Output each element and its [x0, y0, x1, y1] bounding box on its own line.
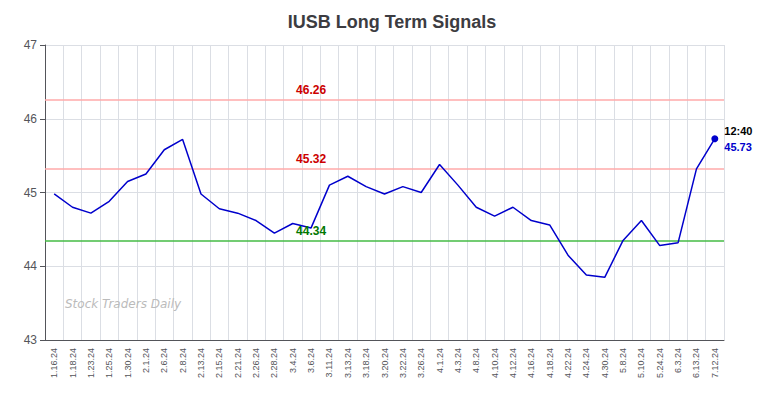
svg-text:4.1.24: 4.1.24 — [435, 348, 445, 373]
svg-text:IUSB Long Term Signals: IUSB Long Term Signals — [288, 12, 497, 32]
svg-text:4.12.24: 4.12.24 — [508, 348, 518, 378]
svg-text:2.26.24: 2.26.24 — [251, 348, 261, 378]
svg-text:3.11.24: 3.11.24 — [324, 348, 334, 377]
svg-text:4.3.24: 4.3.24 — [453, 348, 463, 373]
svg-text:2.21.24: 2.21.24 — [233, 348, 243, 378]
svg-text:4.8.24: 4.8.24 — [471, 348, 481, 373]
svg-text:2.28.24: 2.28.24 — [269, 348, 279, 378]
svg-text:2.6.24: 2.6.24 — [159, 348, 169, 373]
svg-text:Stock Traders Daily: Stock Traders Daily — [65, 297, 182, 311]
svg-text:2.15.24: 2.15.24 — [214, 348, 224, 378]
svg-text:4.18.24: 4.18.24 — [545, 348, 555, 378]
svg-text:45.32: 45.32 — [296, 152, 326, 166]
svg-text:5.24.24: 5.24.24 — [655, 348, 665, 378]
svg-text:4.30.24: 4.30.24 — [600, 348, 610, 378]
svg-text:47: 47 — [24, 38, 38, 52]
svg-text:2.1.24: 2.1.24 — [141, 348, 151, 373]
svg-text:4.10.24: 4.10.24 — [490, 348, 500, 378]
svg-text:3.6.24: 3.6.24 — [306, 348, 316, 373]
svg-text:1.30.24: 1.30.24 — [123, 348, 133, 378]
svg-text:4.16.24: 4.16.24 — [526, 348, 536, 378]
svg-text:44.34: 44.34 — [296, 224, 326, 238]
svg-text:46: 46 — [24, 112, 38, 126]
svg-text:2.8.24: 2.8.24 — [178, 348, 188, 373]
svg-text:6.13.24: 6.13.24 — [691, 348, 701, 378]
svg-text:1.18.24: 1.18.24 — [68, 348, 78, 378]
svg-text:5.10.24: 5.10.24 — [636, 348, 646, 378]
svg-text:3.22.24: 3.22.24 — [398, 348, 408, 378]
svg-text:7.12.24: 7.12.24 — [710, 348, 720, 378]
svg-text:12:40: 12:40 — [724, 125, 752, 137]
svg-text:1.23.24: 1.23.24 — [86, 348, 96, 378]
svg-text:6.3.24: 6.3.24 — [673, 348, 683, 373]
svg-text:3.4.24: 3.4.24 — [288, 348, 298, 373]
svg-text:3.18.24: 3.18.24 — [361, 348, 371, 378]
svg-text:1.16.24: 1.16.24 — [49, 348, 59, 378]
svg-text:45: 45 — [24, 186, 38, 200]
svg-text:4.24.24: 4.24.24 — [581, 348, 591, 378]
svg-text:46.26: 46.26 — [296, 83, 326, 97]
svg-text:43: 43 — [24, 333, 38, 347]
svg-text:1.25.24: 1.25.24 — [104, 348, 114, 378]
svg-text:44: 44 — [24, 259, 38, 273]
svg-text:2.13.24: 2.13.24 — [196, 348, 206, 378]
svg-text:3.20.24: 3.20.24 — [380, 348, 390, 378]
svg-text:5.8.24: 5.8.24 — [618, 348, 628, 373]
svg-text:3.26.24: 3.26.24 — [416, 348, 426, 378]
svg-text:4.22.24: 4.22.24 — [563, 348, 573, 378]
svg-text:3.13.24: 3.13.24 — [343, 348, 353, 378]
svg-text:45.73: 45.73 — [724, 141, 752, 153]
